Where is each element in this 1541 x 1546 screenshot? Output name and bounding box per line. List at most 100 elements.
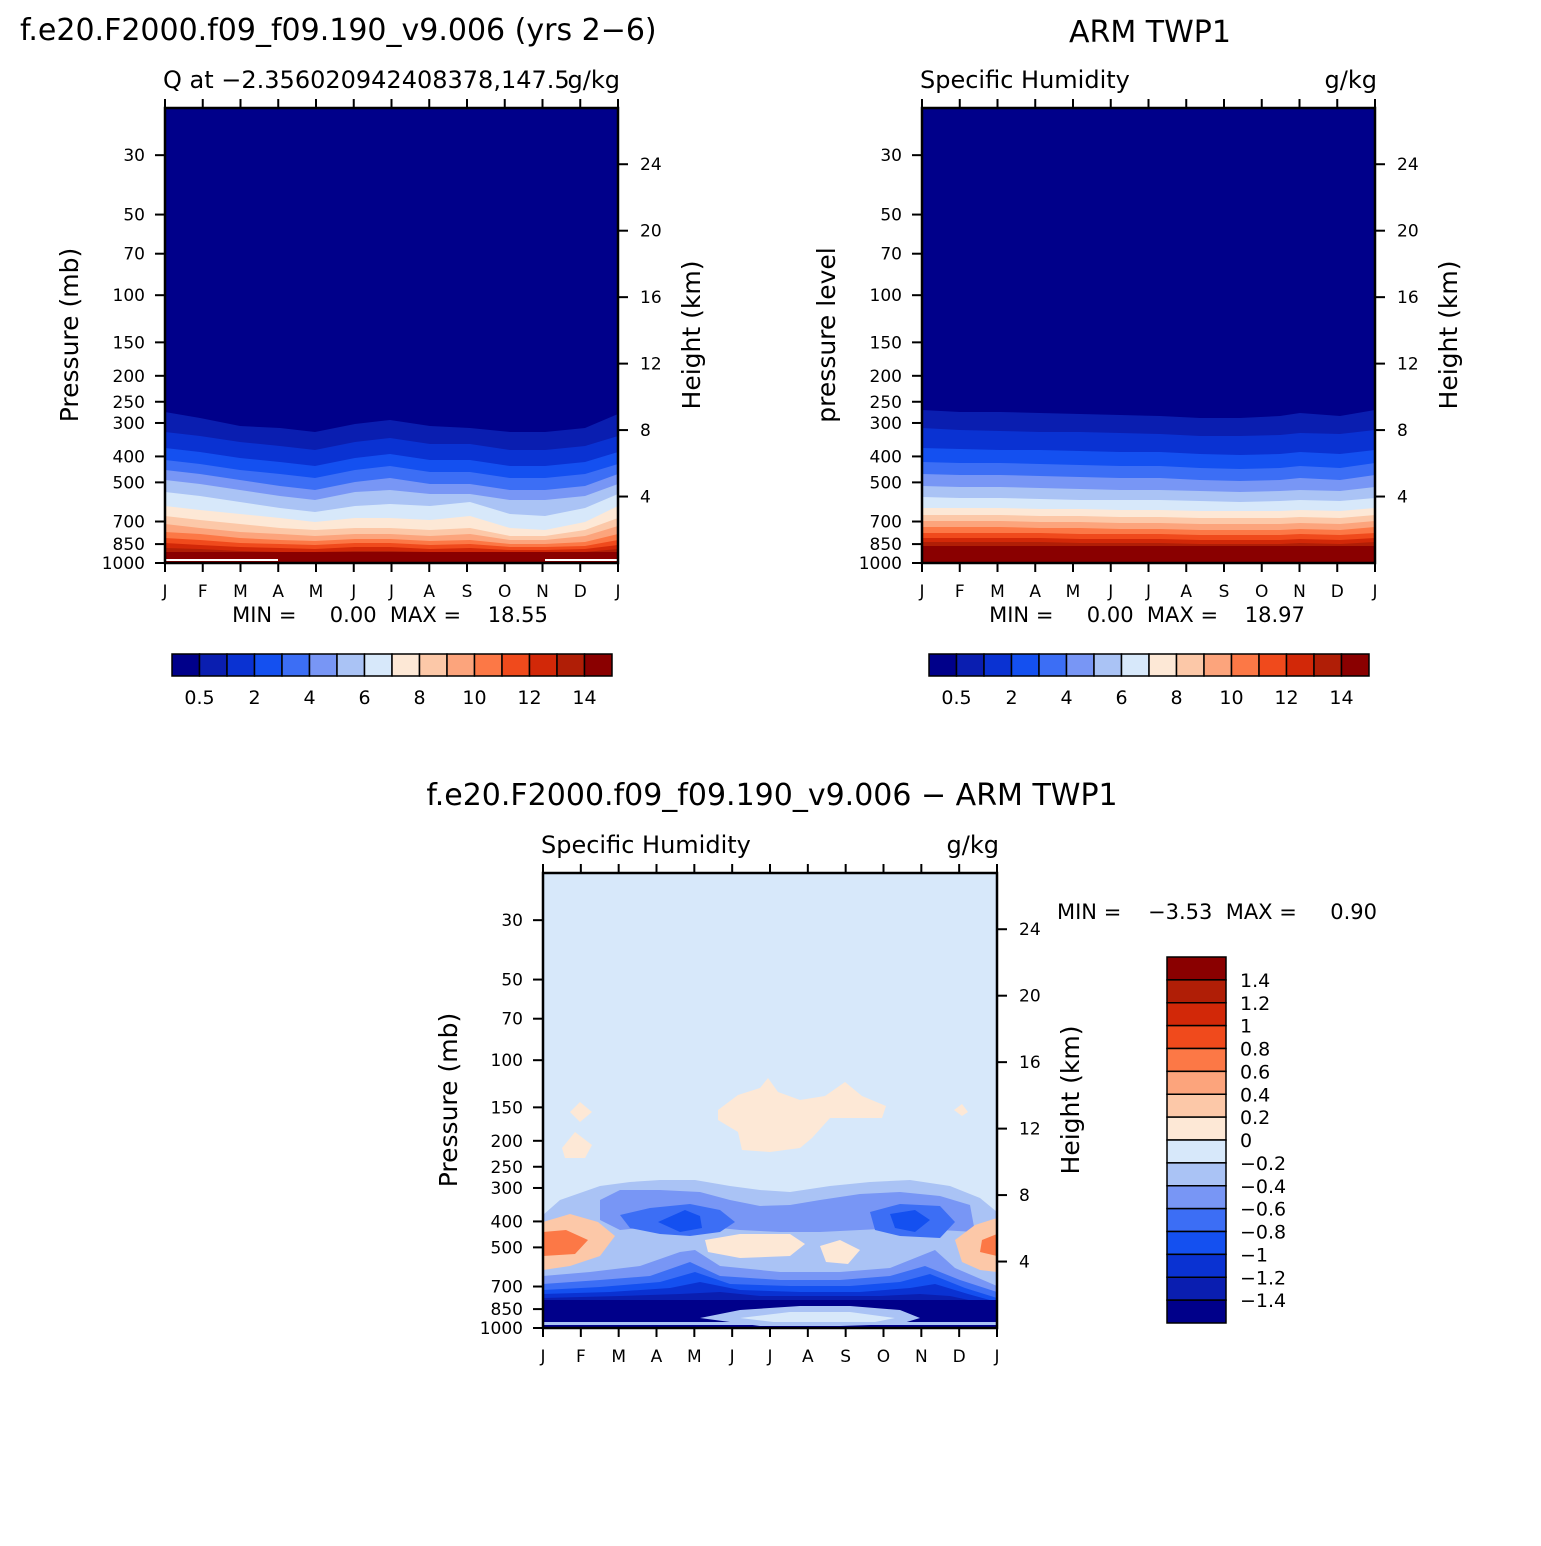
obs-ytick-label-250: 250 xyxy=(870,393,902,413)
model-cbar-box-4 xyxy=(281,653,311,677)
diff-cbar-label-8: −0.2 xyxy=(1240,1153,1286,1175)
diff-ytick-label-1000: 1000 xyxy=(480,1319,523,1339)
diff-cbar-label-5: 0.4 xyxy=(1240,1084,1270,1106)
model-ytick-label-200: 200 xyxy=(113,367,145,387)
diff-blob-positive-500-right-outer xyxy=(955,1218,997,1272)
obs-cbar-label-5: 10 xyxy=(1219,687,1243,709)
model-y2tick-label-4: 4 xyxy=(640,488,651,508)
diff-y2tick-label-20: 20 xyxy=(1019,987,1041,1007)
diff-surface-line xyxy=(543,1322,997,1325)
diff-xtick-label-2: M xyxy=(611,1347,626,1367)
obs-xtick-label-12: J xyxy=(1371,582,1377,602)
diff-ytick-label-50: 50 xyxy=(501,971,523,991)
model-xtick-label-0: J xyxy=(161,582,167,602)
diff-ytick-label-250: 250 xyxy=(491,1158,523,1178)
obs-ytick-label-400: 400 xyxy=(870,447,902,467)
model-cbar-box-3 xyxy=(253,653,283,677)
obs-band-14-above xyxy=(922,546,1375,563)
model-ytick-label-150: 150 xyxy=(113,333,145,353)
diff-y2tick-label-16: 16 xyxy=(1019,1053,1041,1073)
obs-y2tick-label-4: 4 xyxy=(1397,488,1408,508)
model-cbar-box-9 xyxy=(418,653,448,677)
obs-cbar-box-3 xyxy=(1010,653,1040,677)
obs-xtick-label-6: J xyxy=(1145,582,1151,602)
diff-panel: f.e20.F2000.f09_f09.190_v9.006 − ARM TWP… xyxy=(426,778,1377,1367)
diff-blob-positive-left-b xyxy=(562,1132,592,1158)
diff-cbar-box-7 xyxy=(1166,1116,1227,1141)
diff-left-title: Specific Humidity xyxy=(541,831,751,859)
model-cbar-label-0: 0.5 xyxy=(184,687,214,709)
diff-ytick-label-500: 500 xyxy=(491,1238,523,1258)
model-xtick-label-11: D xyxy=(574,582,587,602)
model-cbar-box-14 xyxy=(556,653,586,677)
model-ytick-label-300: 300 xyxy=(113,414,145,434)
diff-ytick-label-70: 70 xyxy=(501,1010,523,1030)
diff-cbar-box-4 xyxy=(1166,1047,1227,1073)
obs-cbar-box-9 xyxy=(1175,653,1205,677)
model-xtick-label-10: N xyxy=(536,582,549,602)
obs-xtick-label-1: F xyxy=(955,582,965,602)
obs-ytick-label-70: 70 xyxy=(880,245,902,265)
diff-ytick-label-100: 100 xyxy=(491,1051,523,1071)
obs-ytick-label-200: 200 xyxy=(870,367,902,387)
model-y2tick-label-8: 8 xyxy=(640,421,651,441)
diff-cbar-label-10: −0.6 xyxy=(1240,1199,1286,1221)
diff-y2label: Height (km) xyxy=(1056,1026,1085,1175)
model-xtick-label-5: J xyxy=(350,582,356,602)
obs-cbar-box-14 xyxy=(1313,653,1343,677)
model-cbar-box-12 xyxy=(501,653,531,677)
obs-ytick-label-1000: 1000 xyxy=(859,554,902,574)
diff-xtick-label-11: D xyxy=(953,1347,966,1367)
diff-xtick-label-1: F xyxy=(576,1347,586,1367)
model-xtick-label-9: O xyxy=(498,582,511,602)
diff-cbar-box-3 xyxy=(1166,1024,1227,1050)
obs-panel: ARM TWP1 Specific Humidity g/kg pressure… xyxy=(812,15,1463,709)
model-band-14-above xyxy=(165,552,618,563)
obs-cbar-label-3: 6 xyxy=(1115,687,1127,709)
diff-cbar-box-11 xyxy=(1166,1207,1227,1233)
diff-cbar-label-1: 1.2 xyxy=(1240,993,1270,1015)
model-xtick-label-3: A xyxy=(272,582,284,602)
obs-ytick-label-100: 100 xyxy=(870,286,902,306)
model-ylabel: Pressure (mb) xyxy=(55,248,84,422)
diff-cbar-label-6: 0.2 xyxy=(1240,1107,1270,1129)
diff-ytick-label-700: 700 xyxy=(491,1278,523,1298)
obs-heading: ARM TWP1 xyxy=(1069,15,1231,50)
diff-cbar-box-14 xyxy=(1166,1276,1227,1301)
obs-cbar-label-2: 4 xyxy=(1060,687,1072,709)
obs-ytick-label-500: 500 xyxy=(870,473,902,493)
obs-xtick-label-8: S xyxy=(1219,582,1230,602)
diff-cbar-label-2: 1 xyxy=(1240,1016,1252,1038)
obs-ytick-label-300: 300 xyxy=(870,414,902,434)
model-xtick-label-12: J xyxy=(614,582,620,602)
diff-cbar-label-11: −0.8 xyxy=(1240,1222,1286,1244)
model-ytick-label-50: 50 xyxy=(123,206,145,226)
diff-right-title: g/kg xyxy=(947,831,999,859)
diff-blob-positive-left-a xyxy=(570,1102,592,1122)
obs-xtick-label-2: M xyxy=(990,582,1005,602)
model-cbar-box-11 xyxy=(473,653,503,677)
model-cbar-label-2: 4 xyxy=(303,687,315,709)
diff-cbar-box-9 xyxy=(1166,1162,1227,1187)
obs-cbar-box-0 xyxy=(928,653,958,677)
obs-ytick-label-850: 850 xyxy=(870,535,902,555)
obs-ylabel: pressure level xyxy=(812,247,841,422)
model-cbar-box-1 xyxy=(198,653,228,677)
diff-xtick-label-9: O xyxy=(877,1347,890,1367)
obs-stats: MIN = 0.00 MAX = 18.97 xyxy=(989,603,1305,627)
model-y2tick-label-20: 20 xyxy=(640,222,662,242)
obs-xtick-label-10: N xyxy=(1293,582,1306,602)
obs-cbar-box-4 xyxy=(1038,653,1068,677)
model-y2label: Height (km) xyxy=(677,261,706,410)
model-xtick-label-2: M xyxy=(233,582,248,602)
diff-heading: f.e20.F2000.f09_f09.190_v9.006 − ARM TWP… xyxy=(426,778,1117,813)
model-ytick-label-700: 700 xyxy=(113,513,145,533)
obs-cbar-label-0: 0.5 xyxy=(941,687,971,709)
diff-stats: MIN = −3.53 MAX = 0.90 xyxy=(1057,900,1377,924)
model-cbar-box-8 xyxy=(391,653,421,677)
diff-blob-positive-500-mid-right xyxy=(820,1240,860,1264)
model-ytick-label-500: 500 xyxy=(113,473,145,493)
